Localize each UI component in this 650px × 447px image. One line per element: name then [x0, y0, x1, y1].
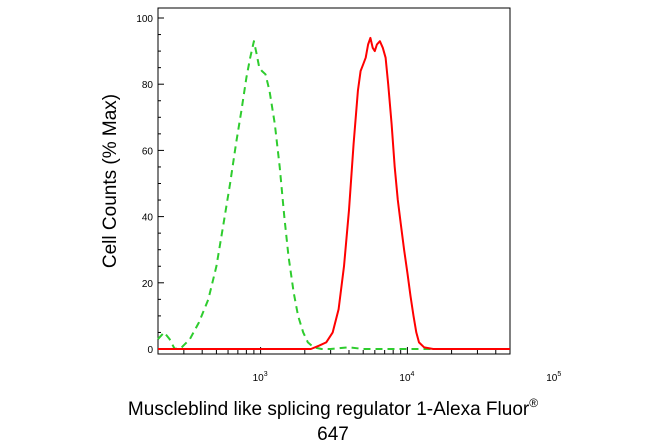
x-tick-label: 105	[546, 371, 561, 384]
y-tick-label: 60	[142, 146, 154, 157]
x-tick-exponent: 3	[264, 371, 268, 378]
x-tick-label: 103	[253, 371, 268, 384]
x-tick-label: 104	[399, 371, 414, 384]
x-axis-label-line2: 647	[317, 424, 349, 445]
x-axis-label-registered-mark: ®	[529, 396, 538, 410]
y-tick-label: 20	[142, 279, 154, 290]
x-axis-label: Muscleblind like splicing regulator 1-Al…	[128, 396, 538, 420]
y-tick-label: 100	[136, 14, 153, 25]
x-tick-exponent: 5	[557, 371, 561, 378]
isotype-control-curve	[157, 40, 510, 350]
x-tick-exponent: 4	[411, 371, 415, 378]
y-tick-label: 80	[142, 80, 154, 91]
sample-histogram-curve	[158, 36, 510, 350]
plot-frame	[157, 7, 511, 355]
y-axis-ticks: 0 20 40 60 80 100	[136, 14, 164, 356]
x-axis-label-main: Muscleblind like splicing regulator 1-Al…	[128, 399, 530, 420]
y-axis-label: Cell Counts (% Max)	[100, 94, 121, 268]
series-layer	[157, 36, 510, 350]
x-axis-ticks: 103 104 105	[157, 347, 561, 384]
y-tick-label: 40	[142, 213, 154, 224]
y-tick-label: 0	[147, 345, 153, 356]
